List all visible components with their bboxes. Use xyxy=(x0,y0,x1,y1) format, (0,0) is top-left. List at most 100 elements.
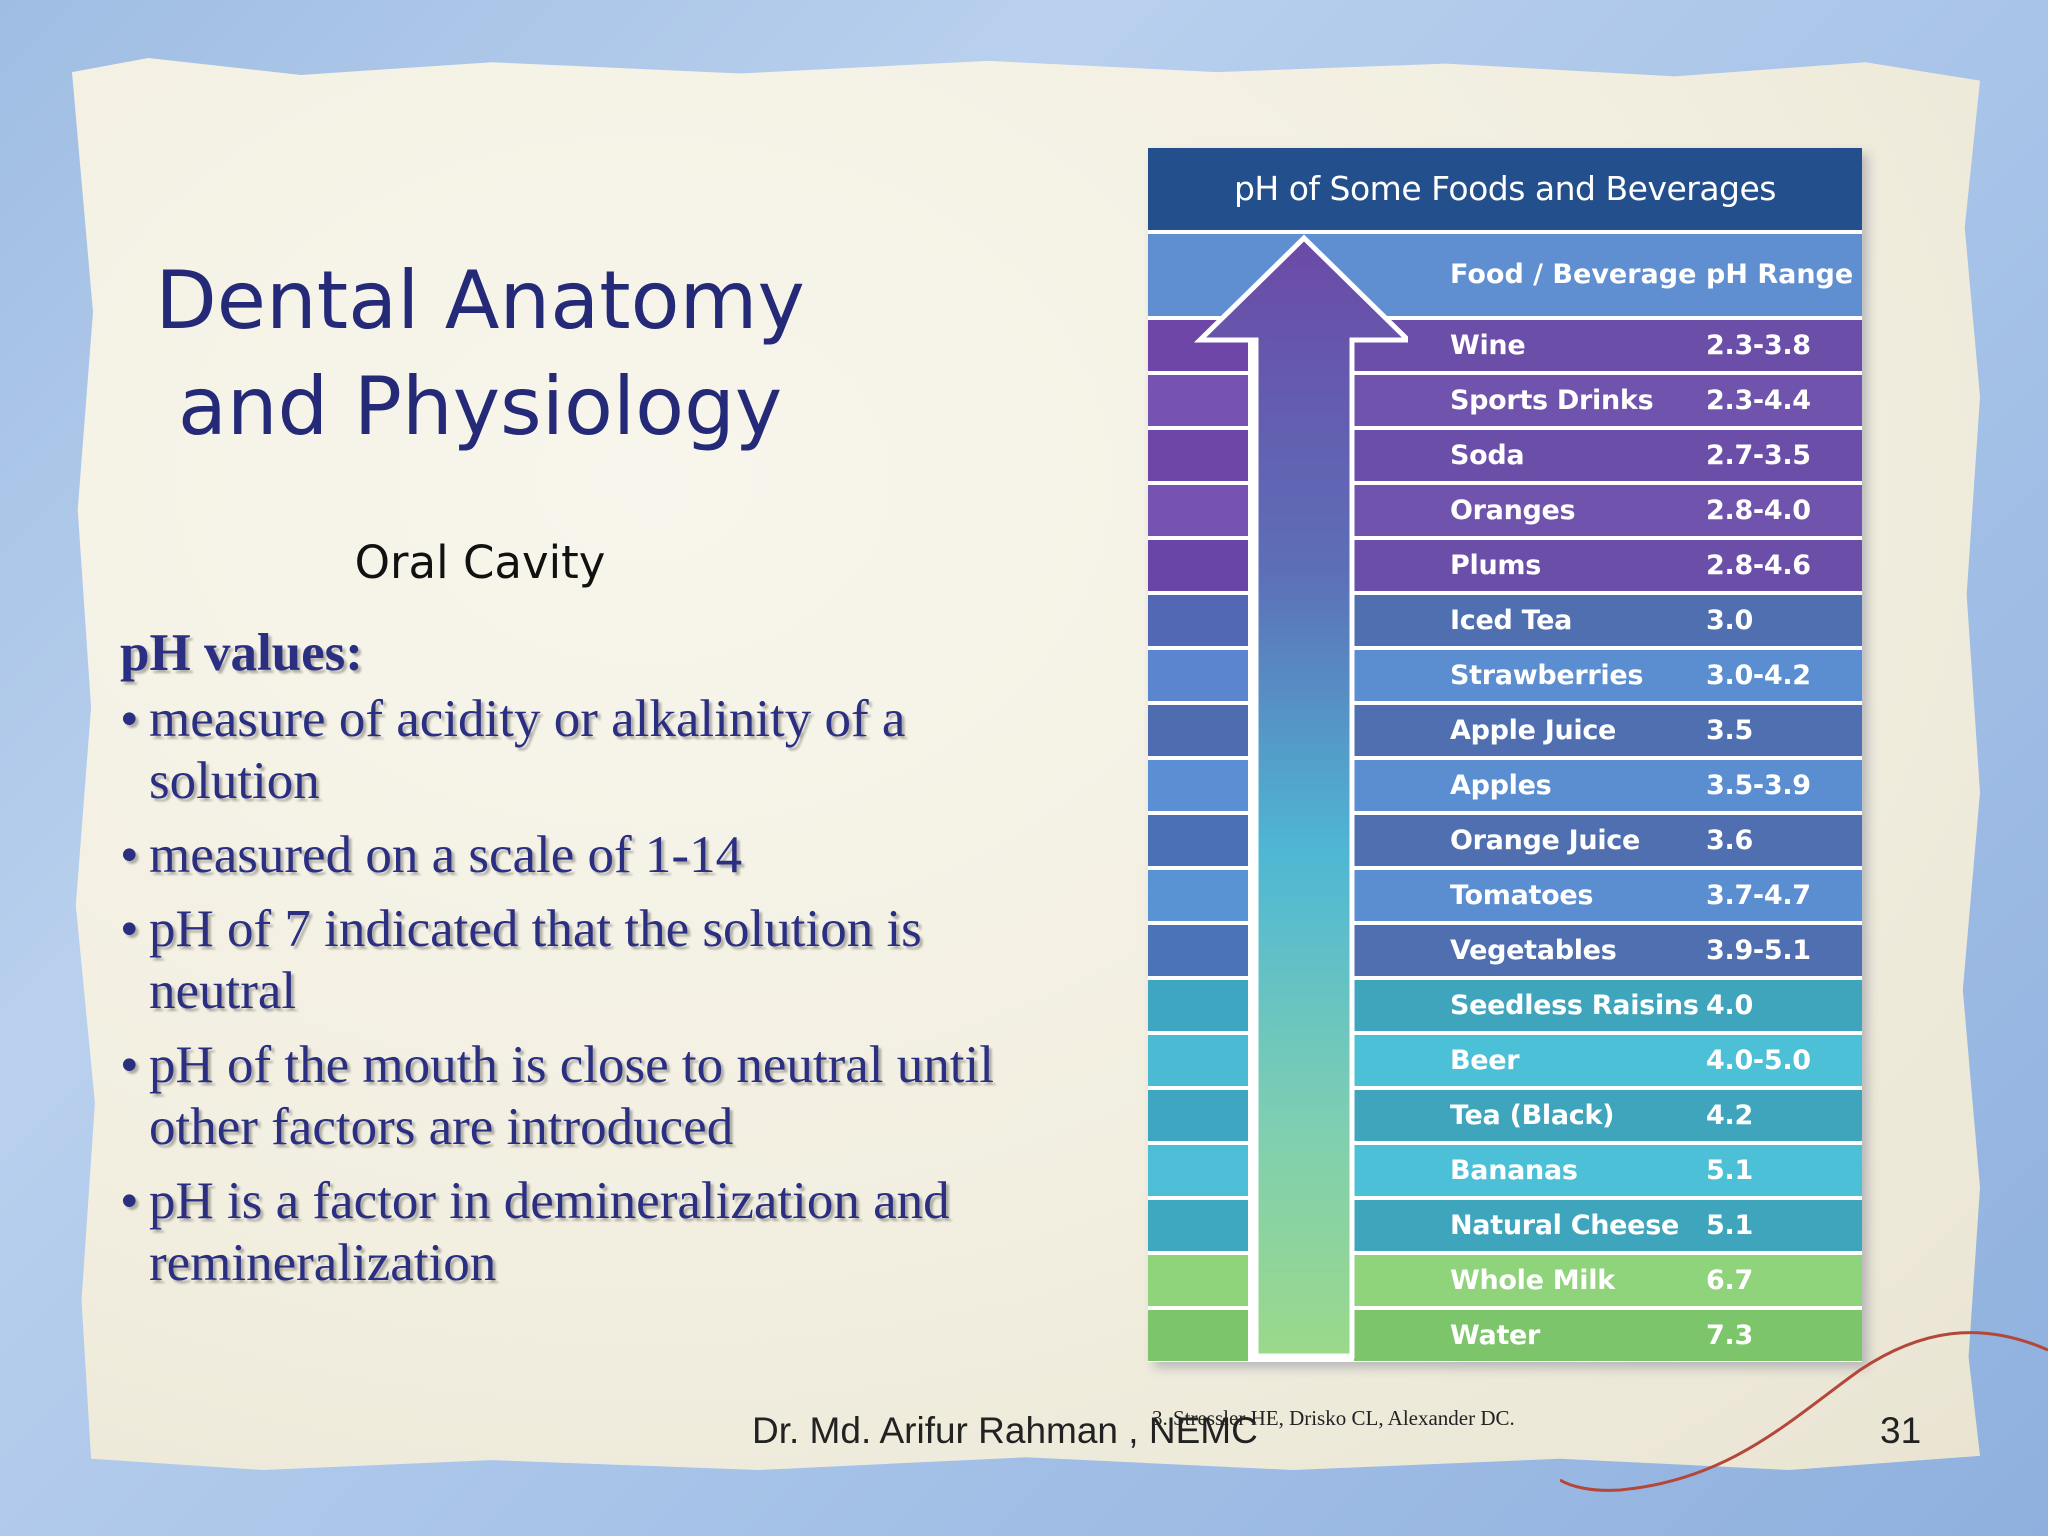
ph-value: 2.8-4.6 xyxy=(1706,550,1811,581)
food-name: Whole Milk xyxy=(1450,1265,1615,1296)
table-row: Sports Drinks 2.3-4.4 xyxy=(1148,375,1862,426)
bullet-text: pH of 7 indicated that the solution is n… xyxy=(149,900,922,1020)
bullet-item: • pH of 7 indicated that the solution is … xyxy=(120,898,1020,1022)
food-name: Tea (Black) xyxy=(1450,1100,1615,1131)
row-color-swatch xyxy=(1148,1310,1248,1361)
table-row: Orange Juice 3.6 xyxy=(1148,815,1862,866)
food-name: Soda xyxy=(1450,440,1525,471)
row-background xyxy=(1354,870,1862,921)
row-color-swatch xyxy=(1148,870,1248,921)
bullet-section: pH values: • measure of acidity or alkali… xyxy=(120,618,1020,1306)
table-row: Iced Tea 3.0 xyxy=(1148,595,1862,646)
table-title: pH of Some Foods and Beverages xyxy=(1148,148,1862,230)
food-name: Sports Drinks xyxy=(1450,385,1654,416)
row-color-swatch xyxy=(1148,925,1248,976)
slide-title: Dental Anatomy and Physiology xyxy=(155,254,805,453)
table-row: Oranges 2.8-4.0 xyxy=(1148,485,1862,536)
ph-value: 3.6 xyxy=(1706,825,1753,856)
ph-value: 5.1 xyxy=(1706,1155,1753,1186)
bullet-text: pH of the mouth is close to neutral unti… xyxy=(149,1036,994,1156)
food-name: Water xyxy=(1450,1320,1541,1351)
food-name: Natural Cheese xyxy=(1450,1210,1679,1241)
row-background xyxy=(1354,1200,1862,1251)
ph-value: 4.2 xyxy=(1706,1100,1753,1131)
row-color-swatch xyxy=(1148,540,1248,591)
footer-author: Dr. Md. Arifur Rahman , NEMC xyxy=(752,1410,1258,1451)
ph-value: 2.8-4.0 xyxy=(1706,495,1811,526)
ph-value: 3.5 xyxy=(1706,715,1753,746)
ph-value: 3.7-4.7 xyxy=(1706,880,1811,911)
bullet-glyph: • xyxy=(120,690,139,748)
decorative-string xyxy=(1560,1331,2048,1492)
ph-value: 6.7 xyxy=(1706,1265,1753,1296)
page-number: 31 xyxy=(1880,1410,1922,1451)
food-name: Strawberries xyxy=(1450,660,1644,691)
bullet-item: • measure of acidity or alkalinity of a s… xyxy=(120,688,1020,812)
bullet-glyph: • xyxy=(120,1172,139,1230)
food-name: Seedless Raisins xyxy=(1450,990,1699,1021)
bullet-list: • measure of acidity or alkalinity of a s… xyxy=(120,688,1020,1294)
ph-value: 2.3-3.8 xyxy=(1706,330,1811,361)
row-background xyxy=(1354,1145,1862,1196)
bullet-item: • pH of the mouth is close to neutral unt… xyxy=(120,1034,1020,1158)
row-background xyxy=(1354,595,1862,646)
bullet-item: • measured on a scale of 1-14 xyxy=(120,824,1020,886)
table-row: Beer 4.0-5.0 xyxy=(1148,1035,1862,1086)
row-background xyxy=(1354,1035,1862,1086)
table-row: Soda 2.7-3.5 xyxy=(1148,430,1862,481)
table-row: Vegetables 3.9-5.1 xyxy=(1148,925,1862,976)
row-background xyxy=(1354,375,1862,426)
row-color-swatch xyxy=(1148,760,1248,811)
bullet-text: measured on a scale of 1-14 xyxy=(149,826,743,884)
table-row: Water 7.3 xyxy=(1148,1310,1862,1361)
column-header-food: Food / Beverage xyxy=(1450,259,1697,290)
row-color-swatch xyxy=(1148,980,1248,1031)
food-name: Wine xyxy=(1450,330,1526,361)
ph-value: 4.0-5.0 xyxy=(1706,1045,1811,1076)
row-background xyxy=(1354,1310,1862,1361)
row-background xyxy=(1354,705,1862,756)
table-row: Bananas 5.1 xyxy=(1148,1145,1862,1196)
row-color-swatch xyxy=(1148,1145,1248,1196)
food-name: Beer xyxy=(1450,1045,1520,1076)
row-color-swatch xyxy=(1148,705,1248,756)
acidity-arrow-icon xyxy=(1193,234,1408,1359)
ph-value: 3.0-4.2 xyxy=(1706,660,1811,691)
table-row: Strawberries 3.0-4.2 xyxy=(1148,650,1862,701)
ph-value: 5.1 xyxy=(1706,1210,1753,1241)
row-background xyxy=(1354,1255,1862,1306)
ph-table: pH of Some Foods and Beverages Food / Be… xyxy=(1148,148,1862,1362)
row-color-swatch xyxy=(1148,1090,1248,1141)
bullet-text: measure of acidity or alkalinity of a so… xyxy=(149,690,906,810)
bullet-glyph: • xyxy=(120,826,139,884)
row-background xyxy=(1354,980,1862,1031)
ph-value: 2.3-4.4 xyxy=(1706,385,1811,416)
bullet-text: pH is a factor in demineralization and r… xyxy=(149,1172,950,1292)
row-background xyxy=(1354,815,1862,866)
food-name: Apple Juice xyxy=(1450,715,1617,746)
table-row: Whole Milk 6.7 xyxy=(1148,1255,1862,1306)
ph-value: 3.0 xyxy=(1706,605,1753,636)
table-row: Apple Juice 3.5 xyxy=(1148,705,1862,756)
food-name: Vegetables xyxy=(1450,935,1617,966)
food-name: Oranges xyxy=(1450,495,1576,526)
row-background xyxy=(1354,430,1862,481)
ph-value: 2.7-3.5 xyxy=(1706,440,1811,471)
ph-value: 3.9-5.1 xyxy=(1706,935,1811,966)
row-color-swatch xyxy=(1148,485,1248,536)
row-background xyxy=(1354,650,1862,701)
food-name: Plums xyxy=(1450,550,1541,581)
column-header-ph: pH Range xyxy=(1706,259,1854,290)
table-row: Tomatoes 3.7-4.7 xyxy=(1148,870,1862,921)
row-background xyxy=(1354,485,1862,536)
row-background xyxy=(1354,1090,1862,1141)
table-row: Tea (Black) 4.2 xyxy=(1148,1090,1862,1141)
table-row: Wine 2.3-3.8 xyxy=(1148,320,1862,371)
bullets-heading: pH values: xyxy=(120,624,363,682)
slide-subtitle: Oral Cavity xyxy=(354,536,606,589)
row-color-swatch xyxy=(1148,595,1248,646)
ph-value: 7.3 xyxy=(1706,1320,1753,1351)
row-background xyxy=(1354,540,1862,591)
citation: 3. Stressler HE, Drisko CL, Alexander DC… xyxy=(1152,1406,1515,1430)
row-color-swatch xyxy=(1148,375,1248,426)
